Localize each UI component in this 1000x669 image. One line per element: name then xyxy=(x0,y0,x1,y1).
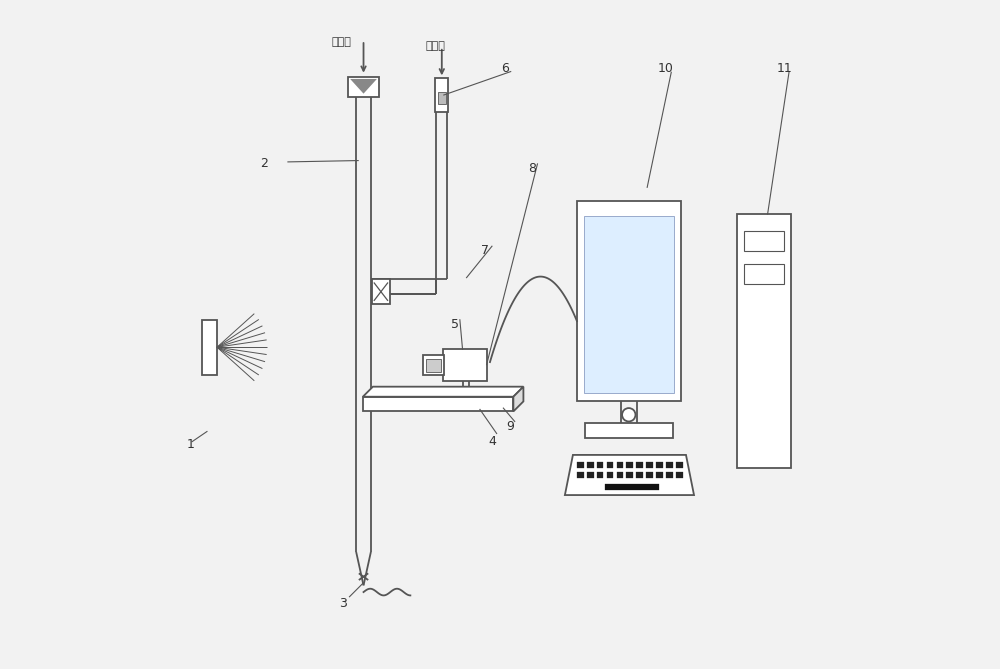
Bar xyxy=(423,355,444,375)
Polygon shape xyxy=(587,472,594,478)
Polygon shape xyxy=(513,387,523,411)
Polygon shape xyxy=(626,472,633,478)
Text: 进水口: 进水口 xyxy=(331,37,351,47)
Polygon shape xyxy=(636,472,643,478)
Text: 进样口: 进样口 xyxy=(425,41,445,51)
Bar xyxy=(744,264,784,284)
Polygon shape xyxy=(597,472,603,478)
Polygon shape xyxy=(605,484,659,490)
Bar xyxy=(435,78,448,112)
Text: 4: 4 xyxy=(488,435,496,448)
Text: 8: 8 xyxy=(528,162,536,175)
Text: 6: 6 xyxy=(501,62,509,75)
Circle shape xyxy=(622,408,635,421)
Bar xyxy=(584,216,674,393)
Bar xyxy=(585,423,673,438)
Polygon shape xyxy=(607,472,613,478)
Bar xyxy=(737,214,791,468)
Bar xyxy=(577,201,681,401)
Bar xyxy=(744,231,784,251)
Polygon shape xyxy=(656,472,663,478)
Polygon shape xyxy=(597,462,603,468)
Polygon shape xyxy=(646,472,653,478)
Polygon shape xyxy=(577,462,584,468)
Bar xyxy=(348,77,379,97)
Polygon shape xyxy=(363,387,523,397)
Text: 2: 2 xyxy=(261,157,268,171)
Bar xyxy=(372,279,390,304)
Bar xyxy=(363,397,513,411)
Polygon shape xyxy=(666,462,673,468)
Polygon shape xyxy=(656,462,663,468)
Polygon shape xyxy=(666,472,673,478)
Polygon shape xyxy=(626,462,633,468)
Text: 9: 9 xyxy=(506,420,514,434)
Text: 5: 5 xyxy=(451,318,459,331)
Polygon shape xyxy=(350,79,377,94)
Polygon shape xyxy=(636,462,643,468)
Bar xyxy=(443,349,487,381)
Polygon shape xyxy=(565,455,694,495)
Polygon shape xyxy=(617,472,623,478)
Polygon shape xyxy=(577,472,584,478)
Bar xyxy=(202,320,217,375)
Polygon shape xyxy=(676,472,683,478)
Polygon shape xyxy=(676,462,683,468)
Text: 11: 11 xyxy=(776,62,792,75)
Text: 1: 1 xyxy=(187,438,195,452)
Polygon shape xyxy=(617,462,623,468)
Text: 10: 10 xyxy=(658,62,674,75)
Text: 3: 3 xyxy=(339,597,347,610)
Bar xyxy=(426,359,441,372)
Polygon shape xyxy=(646,462,653,468)
Polygon shape xyxy=(607,462,613,468)
Polygon shape xyxy=(587,462,594,468)
Bar xyxy=(438,92,446,104)
Text: 7: 7 xyxy=(481,244,489,258)
